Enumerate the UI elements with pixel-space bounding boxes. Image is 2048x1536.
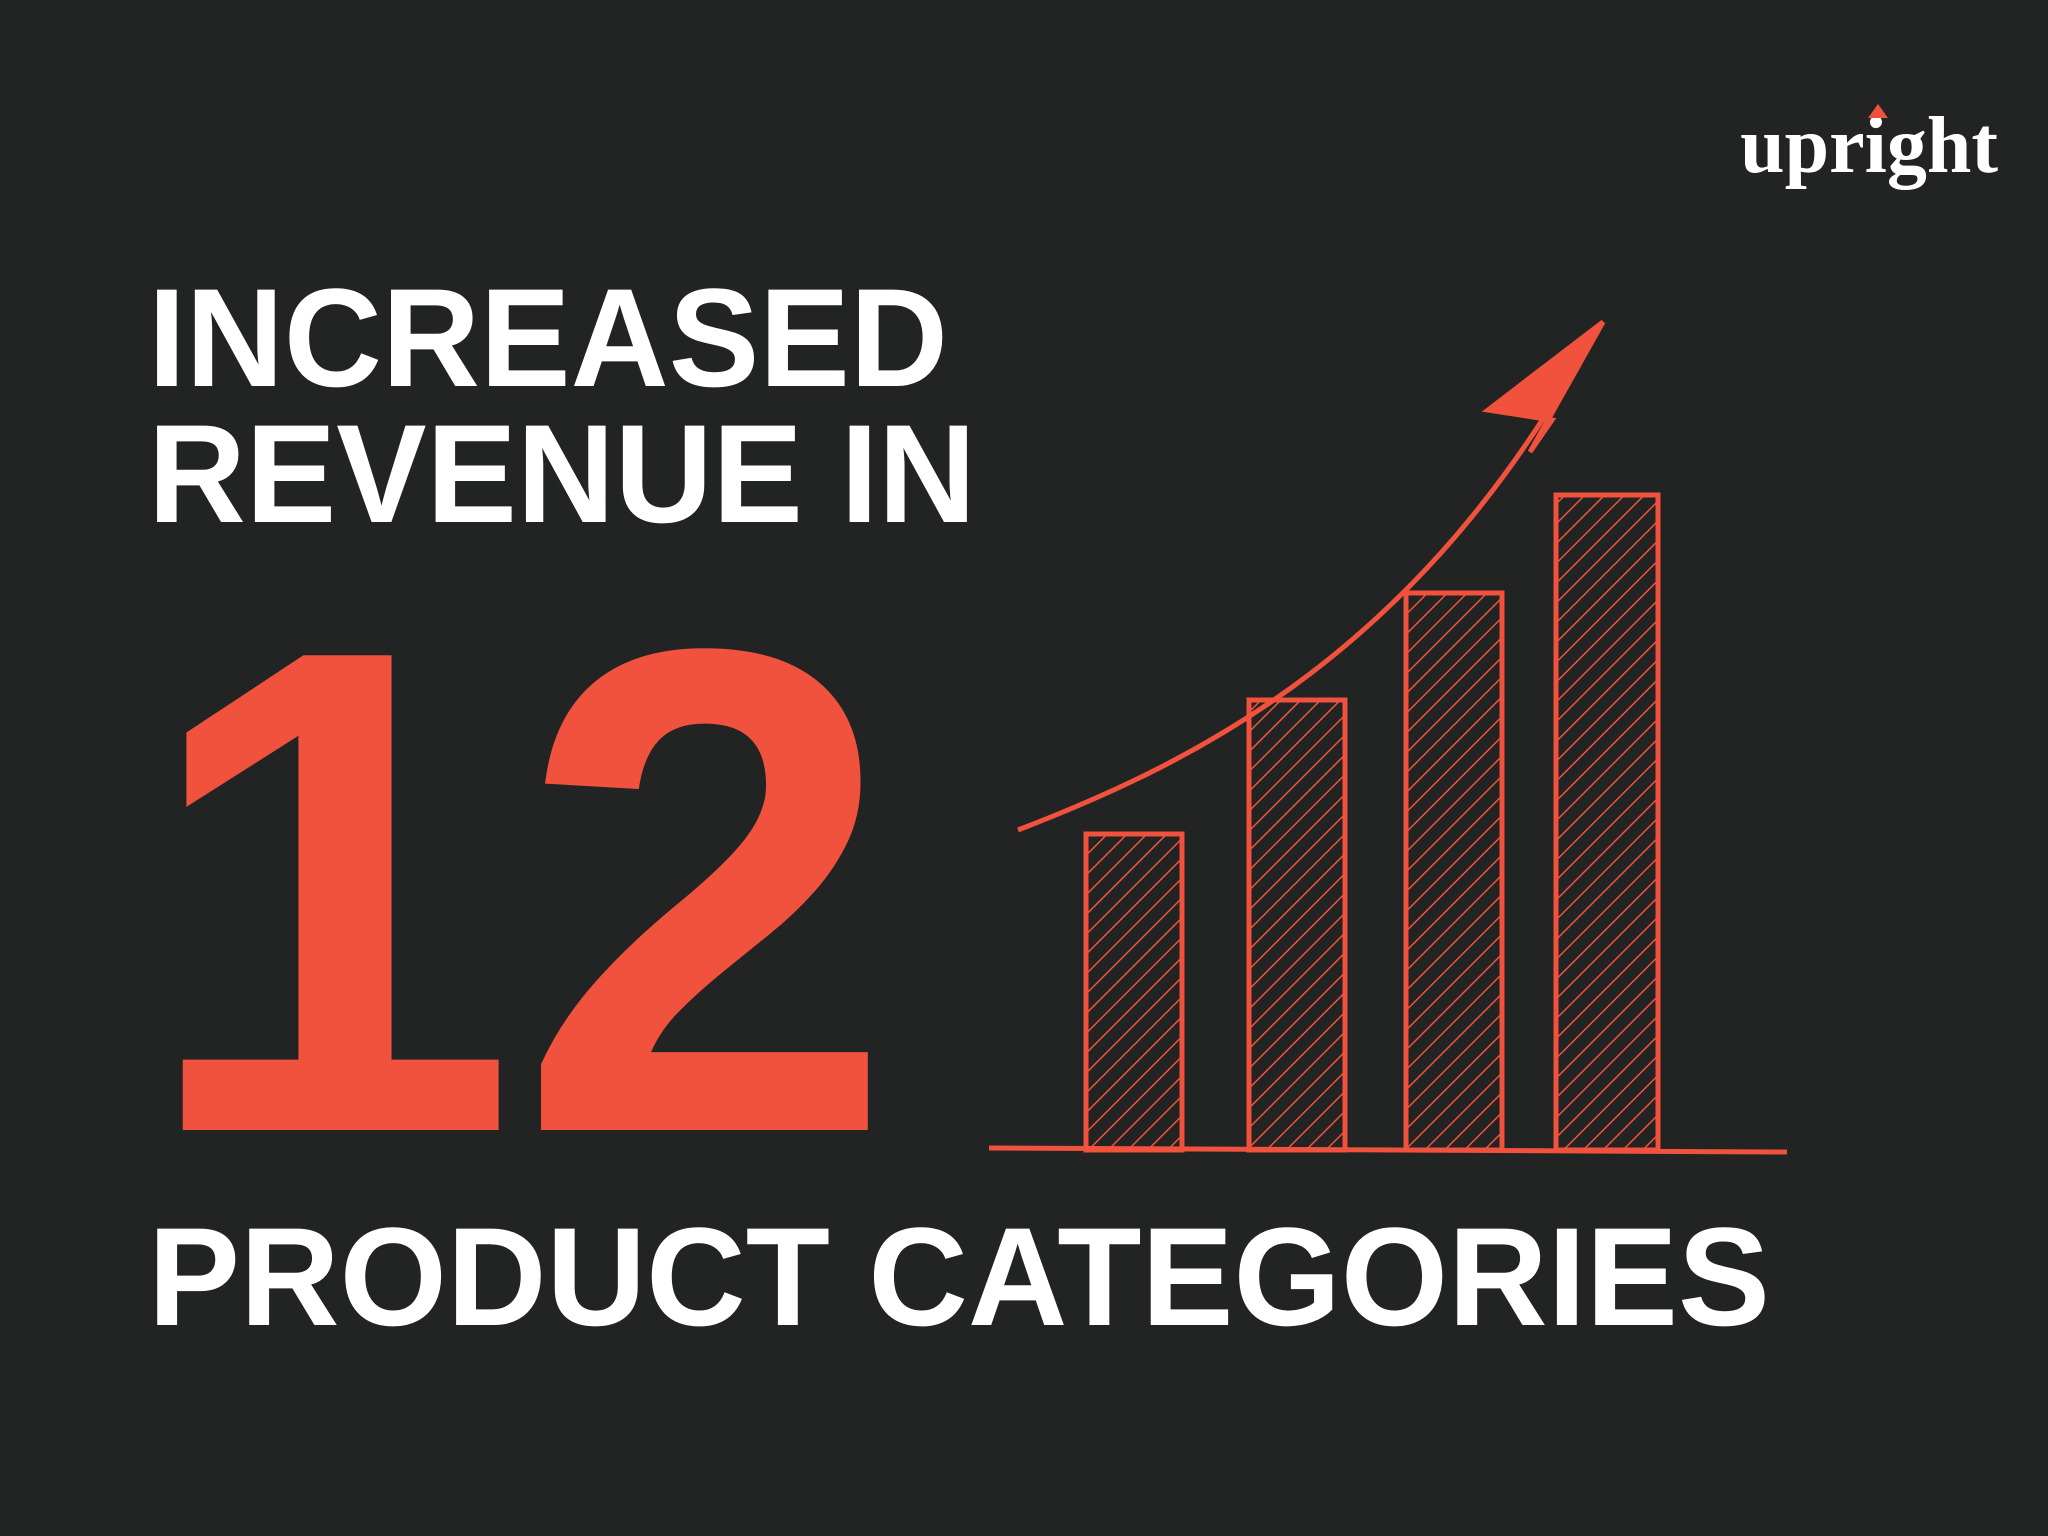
illustration-bar bbox=[1553, 492, 1661, 1153]
illustration-baseline bbox=[988, 1145, 1788, 1155]
big-number: 12 bbox=[140, 506, 895, 1277]
illustration-bar bbox=[1083, 831, 1185, 1153]
headline-line1: INCREASED bbox=[148, 259, 948, 416]
illustration-bar bbox=[1403, 590, 1505, 1153]
logo: upright bbox=[1740, 102, 1998, 190]
illustration-arrow bbox=[1017, 338, 1593, 833]
illustration-bar bbox=[1246, 697, 1348, 1153]
headline-line2: REVENUE IN bbox=[148, 395, 976, 552]
illustration-arrowhead bbox=[1481, 320, 1606, 454]
bar-illustration bbox=[988, 320, 1788, 1155]
subline: PRODUCT CATEGORIES bbox=[148, 1198, 1770, 1355]
logo-accent bbox=[1868, 104, 1888, 118]
